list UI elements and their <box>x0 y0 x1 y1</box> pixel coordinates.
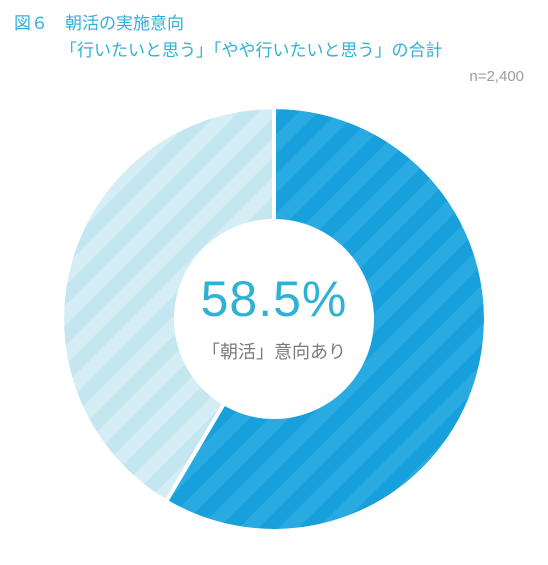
donut-chart: 58.5% 「朝活」意向あり <box>54 99 494 539</box>
sample-size-label: n=2,400 <box>14 68 534 85</box>
chart-title-line2: 「行いたいと思う」「やや行いたいと思う」の合計 <box>14 37 534 64</box>
donut-svg <box>54 99 494 539</box>
chart-header: 図６ 朝活の実施意向 「行いたいと思う」「やや行いたいと思う」の合計 n=2,4… <box>0 0 548 85</box>
chart-title-line1: 図６ 朝活の実施意向 <box>14 10 534 37</box>
chart-subtitle-text: 「行いたいと思う」「やや行いたいと思う」の合計 <box>60 41 443 60</box>
